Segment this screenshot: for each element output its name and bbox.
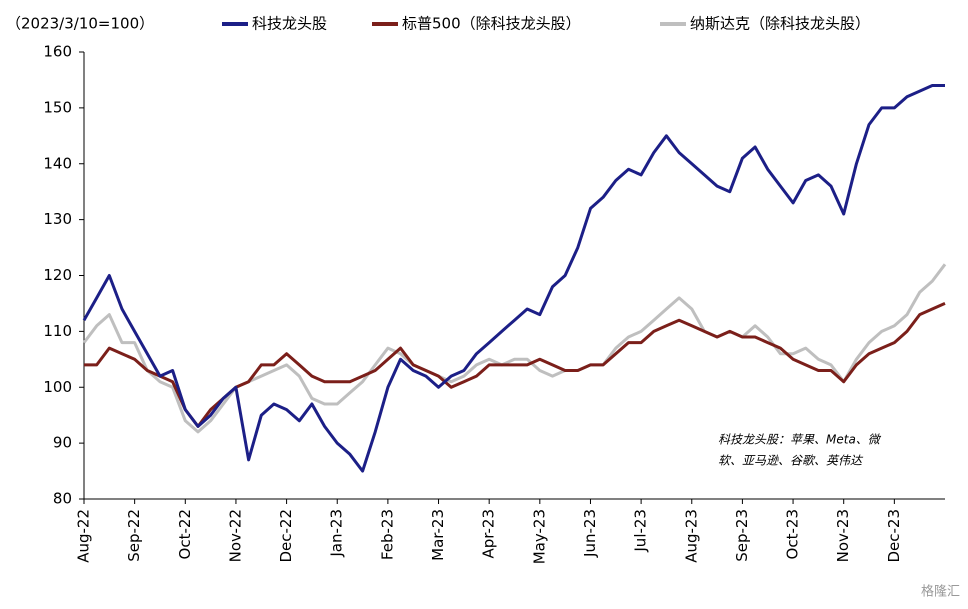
legend-label: 纳斯达克（除科技龙头股） (690, 15, 870, 33)
x-tick-label: May-23 (530, 509, 548, 564)
legend-label: 标普500（除科技龙头股） (402, 15, 581, 33)
x-tick-label: Nov-22 (226, 509, 244, 562)
y-tick-label: 80 (53, 490, 72, 508)
x-tick-label: Sep-22 (125, 509, 143, 562)
y-tick-label: 130 (43, 210, 72, 228)
x-tick-label: Jul-23 (632, 509, 650, 553)
annotation: 软、亚马逊、谷歌、英伟达 (718, 454, 864, 468)
x-tick-label: Sep-23 (733, 509, 751, 562)
series-line (82, 263, 947, 434)
x-tick-label: Aug-23 (682, 509, 700, 563)
series-line (82, 84, 945, 473)
x-tick-label: Feb-23 (378, 509, 396, 560)
x-tick-label: Dec-22 (277, 509, 295, 563)
legend-label: 科技龙头股 (252, 15, 327, 33)
y-tick-label: 120 (43, 266, 72, 284)
y-tick-label: 100 (43, 378, 72, 396)
unit-label: （2023/3/10=100） (6, 15, 154, 33)
annotation: 科技龙头股：苹果、Meta、微 (718, 433, 882, 447)
x-tick-label: Jun-23 (581, 509, 599, 558)
x-tick-label: Mar-23 (429, 509, 447, 561)
y-tick-label: 90 (53, 434, 72, 452)
x-tick-label: Oct-22 (176, 509, 194, 559)
y-tick-label: 110 (43, 322, 72, 340)
x-tick-label: Nov-23 (834, 509, 852, 562)
x-tick-label: Jan-23 (328, 509, 346, 558)
y-tick-label: 160 (43, 43, 72, 61)
x-tick-label: Apr-23 (480, 509, 498, 558)
y-tick-label: 150 (43, 98, 72, 116)
x-tick-label: Dec-23 (885, 509, 903, 563)
x-tick-label: Oct-23 (784, 509, 802, 559)
x-tick-label: Aug-22 (75, 509, 93, 563)
y-tick-label: 140 (43, 154, 72, 172)
watermark: 格隆汇 (921, 584, 960, 600)
